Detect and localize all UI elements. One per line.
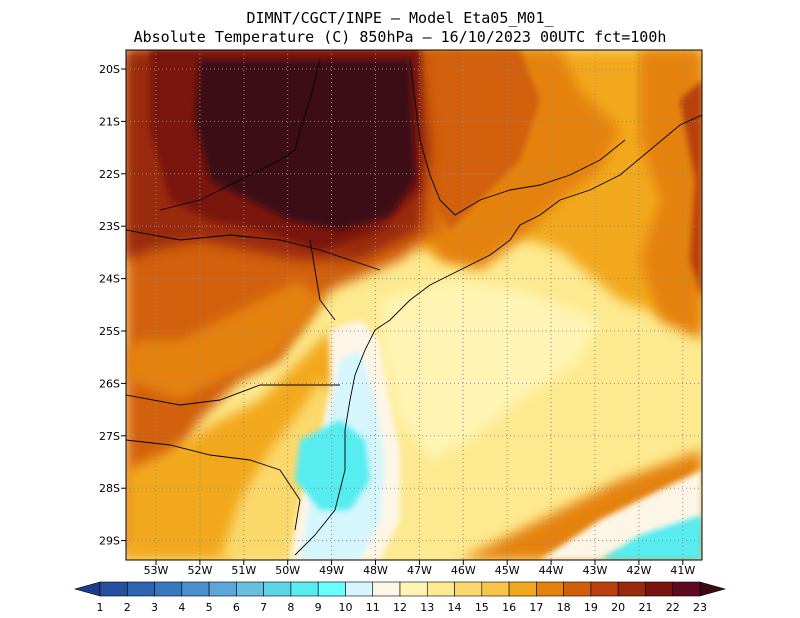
colorbar-swatch (372, 581, 401, 597)
chart-title-line2: Absolute Temperature (C) 850hPa – 16/10/… (133, 28, 667, 46)
field-se-pale (540, 470, 702, 560)
field-plume (380, 280, 600, 460)
colorbar-swatch (290, 581, 319, 597)
chart-title-line1: DIMNT/CGCT/INPE – Model Eta05_M01_ (246, 9, 554, 27)
colorbar-label: 23 (693, 601, 707, 614)
lat-label: 23S (99, 220, 120, 233)
lon-label: 43W (583, 564, 608, 577)
colorbar-swatch (536, 581, 564, 597)
colorbar-label: 12 (393, 601, 407, 614)
colorbar-swatch (154, 581, 183, 597)
colorbar-label: 18 (557, 601, 571, 614)
border-pr-sc (126, 384, 340, 406)
colorbar-label: 22 (666, 601, 680, 614)
lon-label: 47W (407, 564, 432, 577)
lon-label: 49W (319, 564, 344, 577)
colorbar-swatch (617, 581, 646, 597)
colorbar-swatch (99, 581, 128, 597)
colorbar-label: 16 (502, 601, 516, 614)
colorbar-swatch (399, 581, 428, 597)
colorbar-swatch (426, 581, 455, 597)
colorbar-swatch (236, 581, 264, 597)
colorbar-swatch (481, 581, 510, 597)
colorbar: 1 2 3 4 5 6 7 8 9 10 11 12 13 14 15 16 17 18 19 20 21 22 23 (73, 581, 727, 614)
field-coast-cyan (295, 420, 370, 510)
border-pr-sp (126, 229, 381, 271)
lat-label: 27S (99, 430, 120, 443)
colorbar-swatch (317, 581, 346, 597)
colorbar-label: 4 (178, 601, 185, 614)
colorbar-swatch (181, 581, 210, 597)
lon-label: 45W (495, 564, 520, 577)
latitude-labels: 20S 21S 22S 23S 24S 25S 26S 27S 28S 29S (99, 63, 126, 548)
colorbar-label: 21 (638, 601, 652, 614)
colorbar-label: 8 (287, 601, 294, 614)
colorbar-swatch (126, 581, 155, 597)
lat-label: 20S (99, 63, 120, 76)
borders (126, 59, 702, 556)
colorbar-label: 13 (420, 601, 434, 614)
lon-label: 44W (539, 564, 564, 577)
colorbar-label: 19 (584, 601, 598, 614)
lat-label: 24S (99, 273, 120, 286)
colorbar-label: 9 (315, 601, 322, 614)
lon-label: 51W (231, 564, 256, 577)
colorbar-label: 7 (260, 601, 267, 614)
field-core-darkest (195, 60, 415, 230)
field-se-cyan (600, 515, 702, 560)
lon-label: 50W (275, 564, 300, 577)
longitude-labels: 53W 52W 51W 50W 49W 48W 47W 46W 45W 44W 43W 42W 41W (144, 560, 695, 577)
colorbar-swatch (263, 581, 292, 597)
colorbar-swatch (590, 581, 619, 597)
colorbar-label: 3 (151, 601, 158, 614)
lon-label: 52W (187, 564, 212, 577)
colorbar-label: 17 (529, 601, 543, 614)
lon-label: 42W (626, 564, 651, 577)
colorbar-label: 1 (97, 601, 104, 614)
colorbar-swatch (208, 581, 237, 597)
border-sp-mg (409, 59, 626, 216)
colorbar-label: 2 (124, 601, 131, 614)
colorbar-arrow-right (699, 581, 727, 597)
lon-label: 46W (451, 564, 476, 577)
colorbar-label: 11 (366, 601, 380, 614)
colorbar-swatch (454, 581, 483, 597)
colorbar-swatch (563, 581, 592, 597)
border-sp-pr-east (309, 239, 336, 321)
colorbar-label: 14 (448, 601, 462, 614)
field-east-red (680, 80, 702, 300)
lat-label: 29S (99, 535, 120, 548)
border-sc-rs (126, 439, 301, 531)
colorbar-swatch (672, 581, 701, 597)
colorbar-label: 15 (475, 601, 489, 614)
colorbar-label: 10 (338, 601, 352, 614)
lat-label: 26S (99, 377, 120, 390)
border-ms-go (159, 59, 321, 211)
lon-label: 48W (363, 564, 388, 577)
lon-label: 41W (670, 564, 695, 577)
temperature-field (126, 50, 702, 560)
colorbar-label: 20 (611, 601, 625, 614)
colorbar-label: 6 (233, 601, 240, 614)
lat-label: 22S (99, 168, 120, 181)
field-sw-orange (126, 280, 320, 400)
field-sw-amber (126, 330, 340, 560)
lat-label: 25S (99, 325, 120, 338)
colorbar-swatch (508, 581, 537, 597)
coastline (294, 114, 702, 556)
colorbar-swatch (645, 581, 674, 597)
colorbar-swatch (345, 581, 374, 597)
lat-label: 28S (99, 482, 120, 495)
lon-label: 53W (144, 564, 169, 577)
map-frame (125, 49, 703, 561)
graticule (126, 50, 702, 560)
lat-label: 21S (99, 115, 120, 128)
colorbar-label: 5 (206, 601, 213, 614)
colorbar-arrow-left (73, 581, 101, 597)
field-ne-red (420, 50, 540, 230)
